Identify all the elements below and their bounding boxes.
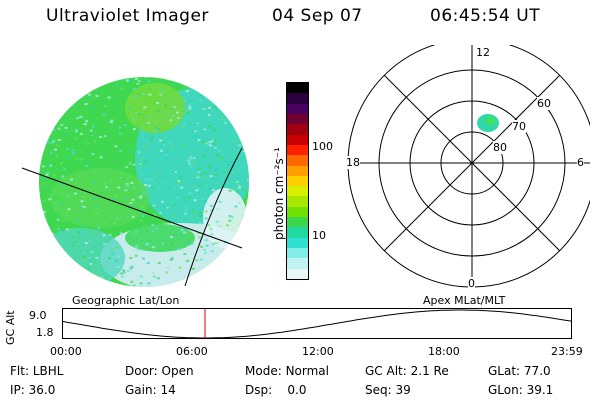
mlt-label-18: 18 bbox=[346, 156, 360, 169]
colorbar-band bbox=[287, 103, 308, 114]
colorbar-band bbox=[287, 196, 308, 207]
colorbar-unit-label: photon cm⁻²s⁻¹ bbox=[272, 147, 286, 240]
orbit-frame bbox=[62, 308, 572, 339]
colorbar-band bbox=[287, 113, 308, 125]
colorbar-tick-100: 100 bbox=[312, 140, 333, 153]
colorbar-band bbox=[287, 124, 308, 135]
gain-field: Gain: 14 bbox=[125, 383, 176, 397]
colorbar-band bbox=[287, 175, 308, 187]
dsp-field: Dsp: 0.0 bbox=[245, 383, 307, 397]
date-label: 04 Sep 07 bbox=[272, 6, 363, 26]
ip-field: IP: 36.0 bbox=[10, 383, 56, 397]
orbit-ytick-9: 9.0 bbox=[29, 309, 47, 322]
colorbar-band bbox=[287, 93, 308, 104]
mlt-label-6: 6 bbox=[577, 156, 584, 169]
orbit-xtick-2359: 23:59 bbox=[551, 345, 583, 358]
colorbar-tick-10: 10 bbox=[312, 229, 326, 242]
mlt-label-12: 12 bbox=[476, 46, 490, 59]
instrument-title: Ultraviolet Imager bbox=[46, 6, 209, 26]
colorbar-band bbox=[287, 268, 308, 279]
colorbar bbox=[286, 82, 309, 280]
orbit-xtick-1800: 18:00 bbox=[428, 345, 460, 358]
colorbar-band bbox=[287, 227, 308, 238]
geographic-image bbox=[21, 77, 249, 287]
time-label: 06:45:54 UT bbox=[430, 6, 541, 26]
geographic-panel-label: Geographic Lat/Lon bbox=[72, 294, 180, 307]
glon-field: GLon: 39.1 bbox=[488, 383, 554, 397]
door-field: Door: Open bbox=[125, 364, 194, 378]
orbit-ylabel: GC Alt bbox=[4, 310, 17, 345]
colorbar-band bbox=[287, 248, 308, 259]
filter-field: Flt: LBHL bbox=[10, 364, 64, 378]
polar-plot bbox=[347, 45, 590, 288]
lat-label-60: 60 bbox=[537, 97, 551, 110]
colorbar-band bbox=[287, 217, 308, 228]
colorbar-band bbox=[287, 258, 308, 269]
colorbar-band bbox=[287, 237, 308, 248]
orbit-xtick-0600: 06:00 bbox=[176, 345, 208, 358]
orbit-altitude-curve bbox=[62, 309, 573, 339]
colorbar-band bbox=[287, 206, 308, 218]
colorbar-band bbox=[287, 83, 308, 94]
lat-label-80: 80 bbox=[493, 141, 507, 154]
colorbar-band bbox=[287, 144, 308, 156]
orbit-xtick-0000: 00:00 bbox=[50, 345, 82, 358]
geo-terminator-line bbox=[184, 147, 243, 287]
seq-field: Seq: 39 bbox=[365, 383, 411, 397]
polar-diagonal-2 bbox=[383, 74, 561, 252]
colorbar-band bbox=[287, 165, 308, 176]
lat-label-70: 70 bbox=[512, 120, 526, 133]
glat-field: GLat: 77.0 bbox=[488, 364, 551, 378]
mode-field: Mode: Normal bbox=[245, 364, 329, 378]
colorbar-band bbox=[287, 134, 308, 145]
orbit-plot bbox=[62, 308, 573, 339]
orbit-xtick-1200: 12:00 bbox=[302, 345, 334, 358]
gc-alt-field: GC Alt: 2.1 Re bbox=[365, 364, 449, 378]
geo-track-line bbox=[21, 167, 243, 249]
colorbar-band bbox=[287, 186, 308, 197]
colorbar-band bbox=[287, 155, 308, 166]
orbit-ytick-1-8: 1.8 bbox=[36, 326, 54, 339]
polar-aurora-core bbox=[485, 117, 495, 125]
mlt-label-0: 0 bbox=[468, 277, 475, 290]
apex-panel-label: Apex MLat/MLT bbox=[423, 294, 506, 307]
